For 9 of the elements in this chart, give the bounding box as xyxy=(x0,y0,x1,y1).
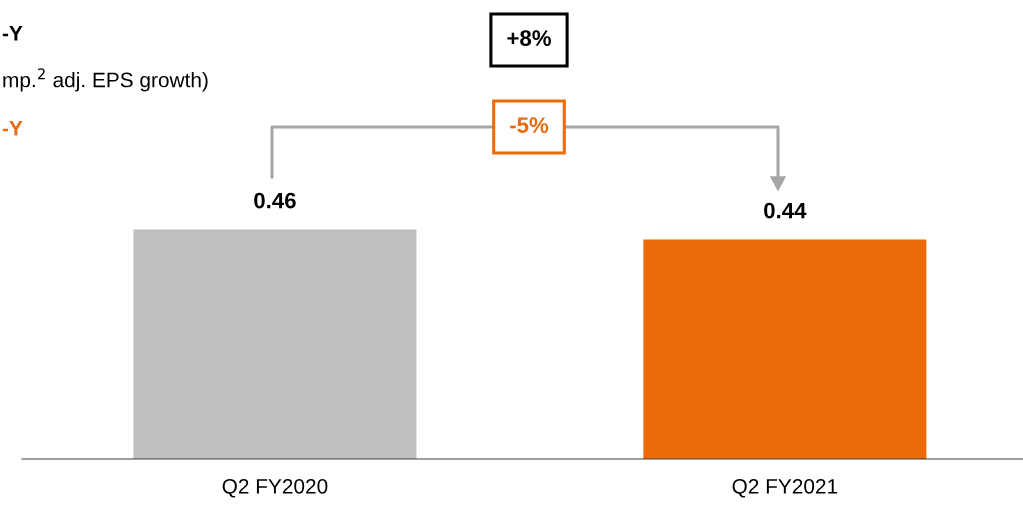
data-label: 0.46 xyxy=(254,192,296,209)
text: +8% xyxy=(507,30,551,46)
x-tick-label: Q2 FY2020 xyxy=(222,478,328,498)
text: mp.$^{2}$ adj. EPS growth) xyxy=(3,68,208,92)
data-label: 0.44 xyxy=(764,202,807,219)
text: -Y xyxy=(2,26,23,41)
text: -5% xyxy=(510,117,549,133)
text: -Y xyxy=(2,121,23,136)
x-tick-label: Q2 FY2021 xyxy=(732,478,838,498)
